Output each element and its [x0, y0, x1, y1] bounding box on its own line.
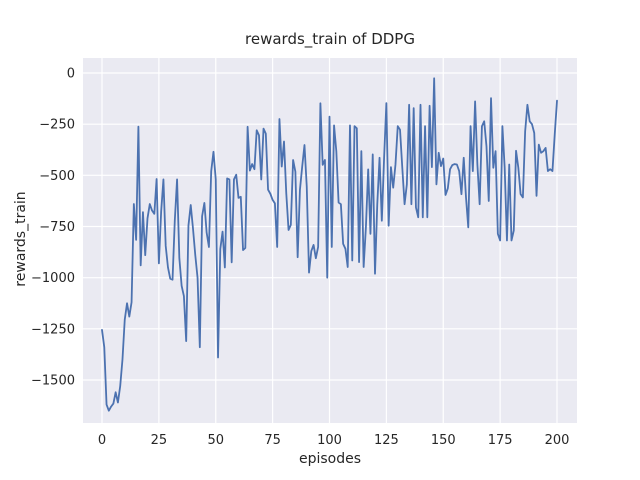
- rewards-train-line: [101, 77, 558, 412]
- y-tick-label: 0: [67, 67, 75, 82]
- x-tick-label: 50: [207, 433, 224, 448]
- x-tick-label: 150: [431, 433, 456, 448]
- x-axis-label: episodes: [298, 451, 362, 467]
- y-tick-label: −1000: [31, 271, 75, 286]
- y-axis-label: rewards_train: [13, 191, 29, 287]
- x-tick-label: 175: [488, 433, 513, 448]
- x-tick-label: 0: [98, 433, 106, 448]
- y-tick-label: −1250: [31, 322, 75, 337]
- x-tick-label: 200: [545, 433, 570, 448]
- y-tick-labels: 0 −250 −500 −750 −1000 −1250 −1500: [31, 67, 75, 389]
- x-tick-label: 100: [317, 433, 342, 448]
- chart-title: rewards_train of DDPG: [245, 30, 415, 48]
- x-tick-labels: 0 25 50 75 100 125 150 175 200: [98, 433, 570, 448]
- y-tick-label: −750: [39, 220, 75, 235]
- x-tick-label: 125: [374, 433, 399, 448]
- x-tick-label: 75: [264, 433, 281, 448]
- y-tick-label: −1500: [31, 374, 75, 389]
- x-tick-label: 25: [151, 433, 168, 448]
- y-tick-label: −250: [39, 118, 75, 133]
- y-tick-label: −500: [39, 169, 75, 184]
